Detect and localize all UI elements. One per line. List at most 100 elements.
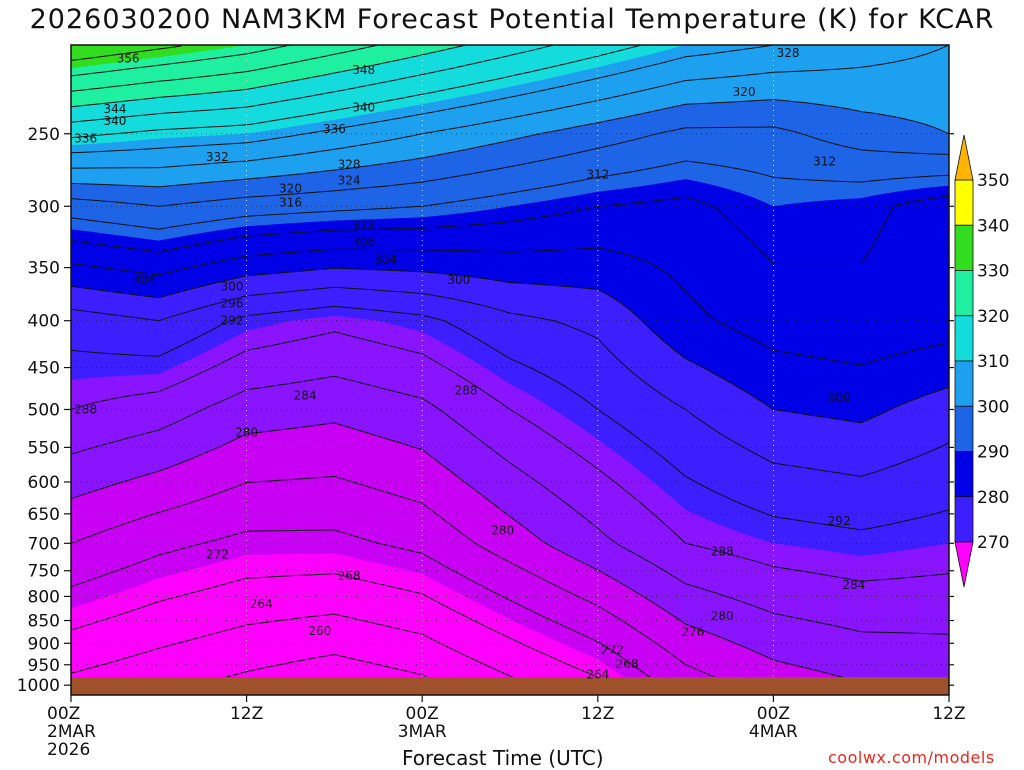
colorbar-segment [954, 270, 974, 317]
contour-label-text: 284 [842, 578, 865, 592]
contour-label: 320 [279, 182, 302, 196]
contour-label: 312 [813, 154, 836, 168]
contour-label-text: 312 [352, 219, 375, 233]
contour-label: 288 [74, 402, 97, 416]
isentrope-316 [71, 126, 949, 207]
isentrope-348 [71, 45, 292, 77]
y-tick-label: 850 [28, 612, 60, 632]
colorbar-tick-label: 280 [977, 488, 1009, 508]
isentrope-264 [71, 613, 545, 695]
contour-label: 276 [681, 625, 704, 639]
y-tick-label: 800 [28, 587, 60, 607]
contour-label: 340 [103, 114, 126, 128]
contour-label: 312 [586, 168, 609, 182]
contour-label-text: 308 [352, 235, 375, 249]
isentrope-356 [71, 45, 72, 46]
contour-label-text: 272 [206, 548, 229, 562]
colorbar-tick-label: 290 [977, 443, 1009, 463]
contour-label: 268 [338, 569, 361, 583]
contour-label-text: 276 [681, 625, 704, 639]
contour-label-text: 316 [279, 195, 302, 209]
contour-label: 308 [352, 235, 375, 249]
contour-label: 296 [221, 296, 244, 310]
contour-label-text: 280 [235, 426, 258, 440]
contour-label-text: 324 [338, 173, 361, 187]
surface-terrain [71, 677, 949, 695]
isentrope-320 [71, 99, 949, 188]
x-tick-label: 4MAR [749, 722, 798, 742]
contour-label-text: 300 [828, 390, 851, 404]
colorbar-segment [954, 360, 974, 407]
contour-label-text: 284 [294, 389, 317, 403]
theta-bands [71, 45, 949, 695]
plot-frame [70, 44, 950, 696]
contour-label-text: 268 [338, 569, 361, 583]
isentrope-328 [71, 45, 774, 154]
contour-label-text: 260 [308, 624, 331, 638]
contour-label-text: 300 [447, 273, 470, 287]
contour-label: 280 [711, 609, 734, 623]
contour-label: 288 [711, 545, 734, 559]
y-tick-label: 600 [28, 473, 60, 493]
contour-label: 348 [352, 63, 375, 77]
chart-title: 2026030200 NAM3KM Forecast Potential Tem… [29, 4, 995, 35]
x-tick-label: 3MAR [398, 722, 447, 742]
pressure-axis: 2503003504004505005506006507007508008509… [17, 125, 954, 696]
x-tick-label: 2026 [47, 740, 90, 760]
y-tick-label: 400 [28, 312, 60, 332]
isentrope-344 [71, 45, 379, 92]
contour-label: 336 [74, 132, 97, 146]
contour-label: 280 [491, 524, 514, 538]
contour-label-text: 292 [221, 314, 244, 328]
contour-label: 292 [828, 514, 851, 528]
contour-label-text: 356 [117, 52, 140, 66]
colorbar-extend-bottom [954, 541, 974, 588]
isentrope-336 [71, 45, 555, 123]
contour-label: 300 [221, 279, 244, 293]
contour-label: 356 [117, 52, 140, 66]
colorbar-segment [954, 315, 974, 362]
contour-label-text: 292 [828, 514, 851, 528]
contour-label-text: 296 [221, 296, 244, 310]
contour-label-text: 288 [74, 402, 97, 416]
contour-label: 260 [308, 624, 331, 638]
y-tick-label: 350 [28, 259, 60, 279]
isentrope-304 [71, 247, 949, 366]
y-tick-label: 450 [28, 359, 60, 379]
contour-label: 272 [206, 548, 229, 562]
isentrope-276 [71, 475, 743, 695]
colorbar-extend-top [954, 134, 974, 181]
contour-label-text: 264 [250, 597, 273, 611]
colorbar-tick-label: 340 [977, 216, 1009, 236]
contour-label: 300 [447, 273, 470, 287]
contour-label-text: 312 [586, 168, 609, 182]
contour-label-text: 348 [352, 63, 375, 77]
contour-label-text: 320 [279, 182, 302, 196]
contour-label: 332 [206, 150, 229, 164]
contour-labels: 3563483443403403363363323283283243203203… [74, 46, 865, 681]
contour-label: 304 [374, 253, 397, 267]
contour-label: 288 [455, 384, 478, 398]
contour-label: 272 [601, 643, 624, 657]
contour-label-text: 268 [616, 657, 639, 671]
contour-label-text: 332 [206, 150, 229, 164]
contour-label-text: 300 [221, 279, 244, 293]
credit-text: coolwx.com/models [828, 748, 995, 767]
colorbar-tick-label: 330 [977, 262, 1009, 282]
contour-label: 284 [842, 578, 865, 592]
x-tick-label: 12Z [932, 704, 965, 724]
isentrope-340 [71, 45, 467, 108]
contour-label: 328 [777, 46, 800, 60]
isentrope-324 [71, 45, 949, 169]
contour-label-text: 340 [103, 114, 126, 128]
colorbar-segment [954, 179, 974, 226]
contour-label: 328 [338, 157, 361, 171]
isentrope-312 [71, 160, 949, 230]
y-tick-label: 550 [28, 438, 60, 458]
x-axis-title: Forecast Time (UTC) [402, 746, 604, 770]
contour-label: 320 [733, 85, 756, 99]
band-above-350 [71, 45, 247, 69]
contour-label-text: 272 [601, 643, 624, 657]
isentrope-296 [71, 286, 949, 477]
